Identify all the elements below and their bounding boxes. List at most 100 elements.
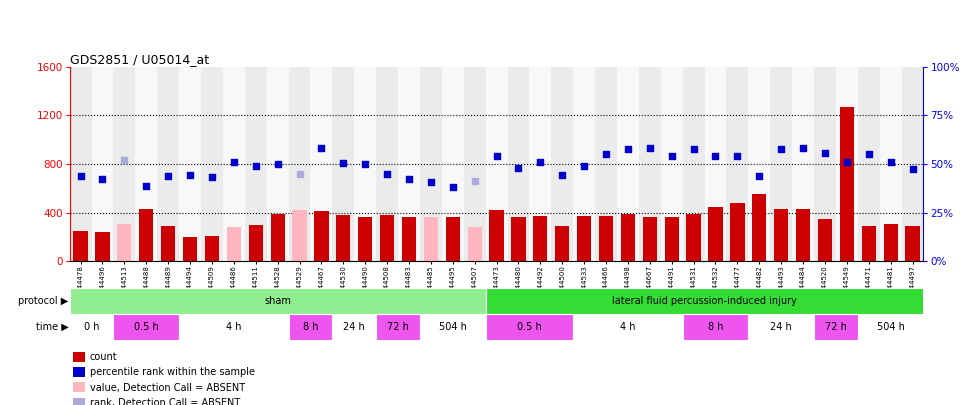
Bar bbox=[771, 67, 792, 261]
Bar bbox=[529, 67, 551, 261]
Bar bbox=[271, 214, 284, 261]
Bar bbox=[617, 67, 639, 261]
Text: percentile rank within the sample: percentile rank within the sample bbox=[90, 367, 255, 377]
Bar bbox=[687, 214, 701, 261]
Bar bbox=[485, 67, 508, 261]
Bar bbox=[380, 215, 395, 261]
Point bbox=[708, 152, 723, 159]
Point bbox=[161, 173, 176, 179]
Bar bbox=[139, 209, 154, 261]
Point bbox=[292, 171, 308, 177]
Text: 8 h: 8 h bbox=[303, 322, 318, 332]
Text: rank, Detection Call = ABSENT: rank, Detection Call = ABSENT bbox=[90, 398, 240, 405]
Bar bbox=[814, 67, 835, 261]
Bar bbox=[858, 67, 880, 261]
Bar bbox=[796, 209, 810, 261]
Bar bbox=[468, 227, 482, 261]
Bar bbox=[135, 67, 158, 261]
Bar bbox=[835, 67, 858, 261]
Bar bbox=[292, 210, 307, 261]
Bar bbox=[158, 67, 179, 261]
Bar bbox=[577, 216, 591, 261]
Bar bbox=[485, 314, 573, 340]
Bar bbox=[96, 232, 109, 261]
Bar bbox=[748, 67, 771, 261]
Bar bbox=[814, 314, 858, 340]
Text: GDS2851 / U05014_at: GDS2851 / U05014_at bbox=[70, 53, 209, 66]
Text: count: count bbox=[90, 352, 118, 362]
Point bbox=[401, 175, 417, 182]
Bar bbox=[726, 67, 748, 261]
Point bbox=[686, 146, 701, 153]
Bar bbox=[705, 67, 726, 261]
Point bbox=[95, 175, 110, 182]
Text: 72 h: 72 h bbox=[387, 322, 409, 332]
Bar bbox=[333, 314, 376, 340]
Point bbox=[379, 171, 395, 177]
Point bbox=[905, 166, 921, 172]
Text: 8 h: 8 h bbox=[708, 322, 723, 332]
Bar bbox=[288, 314, 333, 340]
Point bbox=[795, 145, 810, 151]
Bar bbox=[420, 314, 485, 340]
Bar bbox=[314, 211, 329, 261]
Bar bbox=[683, 314, 748, 340]
Point bbox=[599, 151, 614, 158]
Point bbox=[358, 161, 373, 167]
Point bbox=[336, 160, 351, 166]
Bar bbox=[420, 67, 442, 261]
Point bbox=[817, 150, 833, 156]
Point bbox=[751, 173, 767, 179]
Bar bbox=[880, 67, 901, 261]
Bar bbox=[222, 67, 245, 261]
Bar bbox=[752, 194, 767, 261]
Bar bbox=[512, 217, 525, 261]
Bar bbox=[533, 216, 547, 261]
Text: 504 h: 504 h bbox=[877, 322, 904, 332]
Bar bbox=[818, 219, 832, 261]
Bar bbox=[884, 224, 897, 261]
Point bbox=[576, 163, 592, 170]
Bar bbox=[117, 224, 132, 261]
Bar bbox=[555, 226, 570, 261]
Point bbox=[554, 172, 570, 178]
Bar bbox=[442, 67, 464, 261]
Bar bbox=[226, 227, 241, 261]
Point bbox=[883, 158, 898, 165]
Bar bbox=[333, 67, 354, 261]
Bar bbox=[489, 210, 504, 261]
Text: 0.5 h: 0.5 h bbox=[517, 322, 542, 332]
Point bbox=[620, 146, 635, 153]
Point bbox=[642, 145, 658, 151]
Bar bbox=[70, 314, 113, 340]
Bar bbox=[354, 67, 376, 261]
Point bbox=[533, 158, 548, 165]
Bar bbox=[683, 67, 705, 261]
Bar bbox=[113, 67, 135, 261]
Text: 24 h: 24 h bbox=[343, 322, 366, 332]
Point bbox=[424, 179, 439, 185]
Point bbox=[204, 174, 220, 181]
Point bbox=[445, 184, 460, 190]
Point bbox=[73, 173, 88, 179]
Bar bbox=[376, 67, 398, 261]
Text: value, Detection Call = ABSENT: value, Detection Call = ABSENT bbox=[90, 383, 245, 392]
Bar bbox=[573, 67, 595, 261]
Bar bbox=[376, 314, 420, 340]
Text: 4 h: 4 h bbox=[620, 322, 635, 332]
Bar bbox=[249, 225, 263, 261]
Point bbox=[117, 157, 132, 164]
Point bbox=[467, 178, 483, 184]
Text: 504 h: 504 h bbox=[439, 322, 467, 332]
Bar bbox=[92, 67, 113, 261]
Bar bbox=[643, 217, 657, 261]
Bar bbox=[774, 209, 788, 261]
Text: protocol ▶: protocol ▶ bbox=[18, 296, 69, 305]
Point bbox=[861, 151, 876, 158]
Bar bbox=[660, 67, 683, 261]
Bar bbox=[183, 237, 197, 261]
Point bbox=[488, 152, 505, 159]
Bar bbox=[862, 226, 876, 261]
Bar bbox=[310, 67, 333, 261]
Bar bbox=[792, 67, 814, 261]
